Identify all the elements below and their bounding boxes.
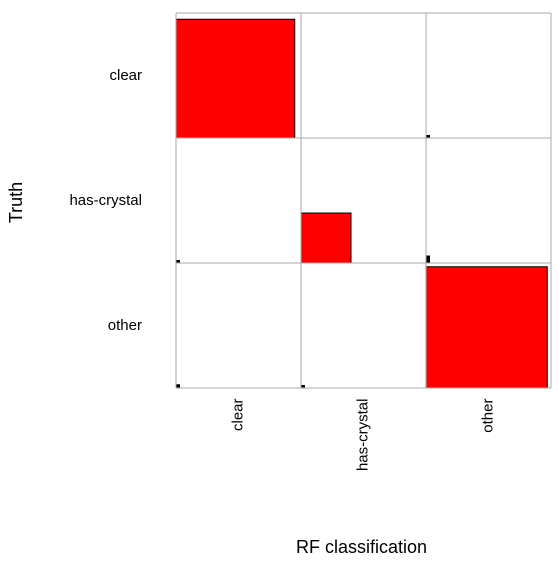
matrix-grid	[175, 12, 552, 389]
cell-other-has-crystal	[301, 385, 305, 388]
row-label-other: other	[107, 317, 142, 334]
cell-has-crystal-has-crystal	[300, 212, 352, 264]
row-label-clear: clear	[109, 67, 142, 84]
cell-other-other	[425, 266, 548, 389]
cell-has-crystal-clear	[176, 260, 180, 263]
cell-other-clear	[176, 384, 180, 388]
matrix-cells	[175, 18, 548, 389]
row-label-has-crystal: has-crystal	[69, 192, 142, 209]
col-label-clear: clear	[229, 398, 247, 432]
cell-has-crystal-other	[426, 255, 430, 263]
col-label-other: other	[479, 398, 497, 433]
cell-clear-other	[426, 135, 430, 138]
cell-clear-clear	[175, 18, 296, 139]
y-axis-title: Truth	[6, 181, 27, 224]
col-label-has-crystal: has-crystal	[354, 398, 372, 472]
x-axis-title: RF classification	[296, 537, 428, 557]
